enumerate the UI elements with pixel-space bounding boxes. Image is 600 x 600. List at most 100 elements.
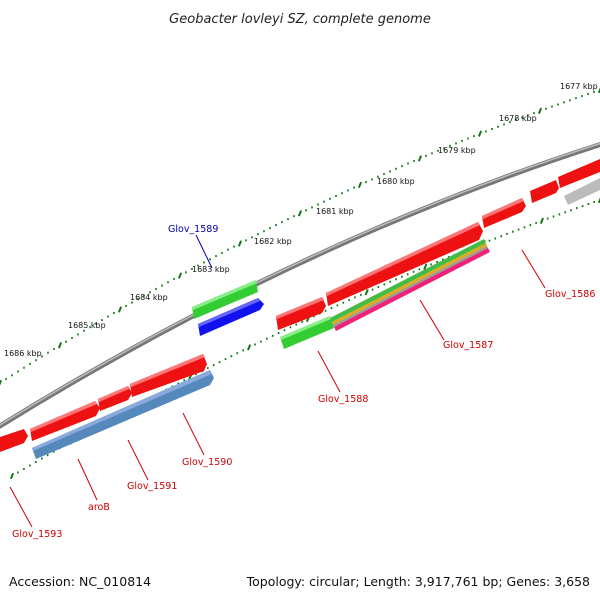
- gene-label-glov-1588[interactable]: Glov_1588: [318, 394, 368, 405]
- minor-tick: [330, 307, 333, 310]
- minor-tick: [512, 230, 514, 233]
- minor-tick: [263, 230, 265, 233]
- minor-tick: [529, 224, 532, 227]
- minor-tick: [311, 206, 313, 209]
- minor-tick: [269, 227, 271, 230]
- minor-tick: [107, 315, 109, 318]
- minor-tick: [437, 149, 439, 152]
- minor-tick: [17, 471, 19, 474]
- minor-tick: [29, 362, 31, 365]
- gene-label-glov-1593[interactable]: Glov_1593: [12, 529, 62, 540]
- minor-tick: [494, 237, 497, 240]
- gene-label-glov-1587[interactable]: Glov_1587: [443, 340, 493, 351]
- minor-tick: [283, 329, 286, 332]
- minor-tick: [23, 468, 25, 470]
- minor-tick: [317, 203, 319, 206]
- minor-tick: [233, 245, 235, 248]
- gene-glov-1587-band-orange[interactable]: [332, 243, 487, 325]
- cds-right-1[interactable]: [530, 180, 559, 203]
- cds-right-2[interactable]: [558, 159, 600, 188]
- minor-tick: [389, 170, 391, 173]
- minor-tick: [277, 332, 280, 334]
- minor-tick: [257, 233, 259, 236]
- minor-tick: [413, 159, 415, 162]
- kbp-tick-ring-outer: [0, 86, 600, 387]
- minor-tick: [218, 361, 221, 364]
- minor-tick: [171, 385, 174, 388]
- major-tick: [0, 379, 3, 387]
- gene-label-glov-1590[interactable]: Glov_1590: [182, 457, 232, 468]
- cds-left-1[interactable]: [0, 429, 28, 452]
- gene-glov-1589-green[interactable]: [192, 280, 258, 319]
- minor-tick: [576, 207, 578, 210]
- minor-tick: [371, 288, 374, 291]
- minor-tick: [570, 209, 572, 212]
- minor-tick: [593, 91, 595, 93]
- minor-tick: [236, 352, 239, 355]
- gene-label-glov-1589[interactable]: Glov_1589: [168, 224, 218, 235]
- gray-feature[interactable]: [564, 178, 600, 205]
- minor-tick: [77, 333, 79, 336]
- major-tick: [247, 344, 252, 351]
- minor-tick: [455, 142, 457, 145]
- minor-tick: [500, 235, 502, 238]
- minor-tick: [517, 228, 520, 231]
- minor-tick: [46, 454, 49, 457]
- minor-tick: [203, 261, 205, 264]
- kbp-label-1685: 1685 kbp: [68, 321, 106, 330]
- minor-tick: [167, 281, 169, 284]
- minor-tick: [281, 221, 283, 224]
- major-tick: [537, 107, 543, 115]
- cds-left-3[interactable]: [98, 386, 132, 411]
- major-tick: [477, 130, 483, 137]
- kbp-label-1686: 1686 kbp: [4, 349, 42, 358]
- gene-label-arob[interactable]: aroB: [88, 502, 110, 513]
- gene-glov-1587-band-gray[interactable]: [333, 246, 488, 327]
- minor-tick: [149, 291, 151, 294]
- minor-tick: [209, 258, 211, 261]
- kbp-label-1682: 1682 kbp: [254, 237, 292, 246]
- minor-tick: [227, 248, 229, 251]
- major-tick: [9, 472, 15, 480]
- minor-tick: [447, 256, 450, 259]
- minor-tick: [155, 287, 157, 290]
- kbp-label-1677: 1677 kbp: [560, 82, 598, 91]
- kbp-label-1683: 1683 kbp: [192, 265, 230, 274]
- accession-text: Accession: NC_010814: [9, 574, 151, 589]
- reverse-strand-features: [32, 239, 490, 459]
- gene-glov-1589-blue[interactable]: [198, 298, 264, 336]
- minor-tick: [488, 239, 491, 242]
- gene-glov-1587-band-pink[interactable]: [334, 248, 490, 331]
- minor-tick: [53, 348, 55, 350]
- kbp-label-1684: 1684 kbp: [130, 293, 168, 302]
- minor-tick: [195, 373, 197, 376]
- minor-tick: [35, 359, 37, 362]
- minor-tick: [347, 189, 349, 192]
- minor-tick: [535, 221, 537, 224]
- forward-strand-features: [0, 159, 600, 452]
- minor-tick: [509, 121, 511, 124]
- label-leaders: [9, 234, 546, 528]
- minor-tick: [395, 167, 397, 170]
- minor-tick: [563, 101, 565, 104]
- gene-glov-1588-green[interactable]: [280, 316, 334, 349]
- minor-tick: [527, 114, 529, 117]
- cds-glov-1586-red[interactable]: [482, 198, 526, 228]
- cds-glov-1587-red[interactable]: [326, 222, 483, 306]
- minor-tick: [173, 277, 175, 280]
- minor-tick: [83, 329, 85, 332]
- minor-tick: [336, 304, 339, 307]
- minor-tick: [52, 450, 55, 453]
- minor-tick: [242, 349, 244, 352]
- cds-left-4[interactable]: [130, 354, 207, 397]
- minor-tick: [569, 99, 571, 102]
- minor-tick: [207, 367, 209, 370]
- major-tick: [597, 86, 600, 94]
- kbp-label-1678: 1678 kbp: [499, 114, 537, 123]
- minor-tick: [65, 340, 67, 343]
- gene-label-glov-1586[interactable]: Glov_1586: [545, 289, 595, 300]
- gene-glov-1587-band-green[interactable]: [330, 239, 486, 322]
- cds-left-2[interactable]: [30, 401, 100, 441]
- cds-glov-1588-red[interactable]: [276, 297, 326, 330]
- gene-label-glov-1591[interactable]: Glov_1591: [127, 481, 177, 492]
